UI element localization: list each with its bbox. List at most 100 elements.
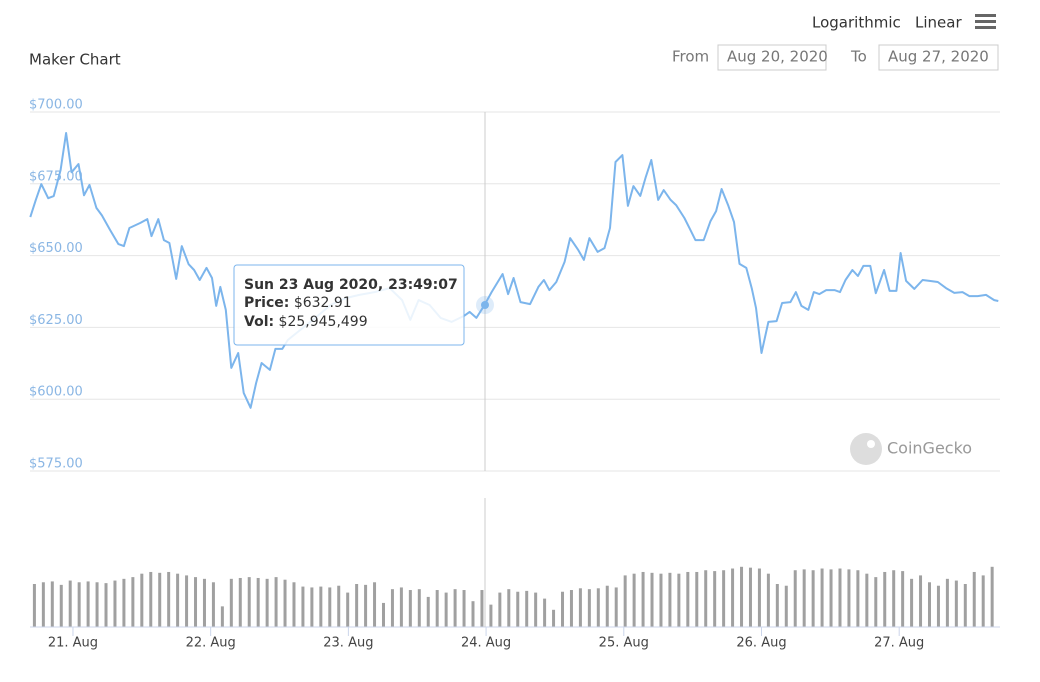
volume-bar	[990, 566, 994, 627]
volume-bar	[587, 589, 591, 627]
volume-bar	[408, 590, 412, 627]
volume-bar	[838, 568, 842, 627]
y-tick-label: $625.00	[29, 313, 83, 328]
volume-bar	[167, 571, 171, 627]
to-input[interactable]	[878, 44, 999, 71]
volume-bar	[59, 584, 63, 627]
x-tick-label: 27. Aug	[874, 636, 924, 651]
x-tick-label: 24. Aug	[461, 636, 511, 651]
volume-bar	[945, 578, 949, 627]
volume-bar	[122, 578, 126, 627]
volume-bar	[104, 583, 108, 627]
volume-bar	[211, 582, 215, 627]
volume-bar	[185, 575, 189, 627]
volume-bar	[256, 577, 260, 627]
volume-bar	[525, 590, 529, 627]
volume-bar	[936, 585, 940, 627]
tooltip-price-value: $632.91	[294, 295, 352, 311]
tooltip-volume: Vol: $25,945,499	[244, 314, 368, 330]
x-tick-label: 23. Aug	[323, 636, 373, 651]
volume-bar	[614, 587, 618, 627]
volume-bar	[86, 581, 90, 627]
volume-bar	[731, 568, 735, 627]
volume-bar	[623, 575, 627, 627]
volume-bar	[140, 573, 144, 627]
volume-bar	[489, 604, 493, 627]
volume-bar	[238, 577, 242, 627]
tooltip: Sun 23 Aug 2020, 23:49:07 Price: $632.91…	[233, 264, 465, 346]
volume-bar	[68, 580, 72, 627]
volume-bar	[417, 589, 421, 627]
volume-bar	[77, 582, 81, 627]
menu-icon[interactable]	[975, 14, 996, 29]
tooltip-price: Price: $632.91	[244, 295, 352, 311]
volume-bar	[274, 577, 278, 627]
volume-bar	[498, 592, 502, 627]
watermark-text: CoinGecko	[887, 439, 972, 458]
x-tick-label: 26. Aug	[736, 636, 786, 651]
volume-bar	[426, 596, 430, 627]
volume-bar	[95, 582, 99, 627]
hover-marker	[481, 301, 489, 309]
volume-bar	[113, 580, 117, 627]
volume-bar	[766, 573, 770, 627]
volume-bar	[856, 570, 860, 627]
y-tick-label: $600.00	[29, 385, 83, 400]
volume-bar	[131, 577, 135, 627]
volume-bar	[641, 571, 645, 627]
volume-bar	[50, 581, 54, 627]
volume-bar	[820, 568, 824, 627]
volume-bar	[534, 592, 538, 627]
volume-bar	[399, 587, 403, 627]
volume-bar	[910, 578, 914, 627]
watermark-logo	[850, 433, 882, 465]
volume-bar	[516, 591, 520, 627]
linear-button[interactable]: Linear	[915, 14, 962, 32]
watermark-eye	[867, 440, 875, 448]
volume-bar	[328, 587, 332, 627]
volume-bar	[220, 606, 224, 627]
volume-bar	[829, 569, 833, 627]
volume-bar	[390, 589, 394, 627]
volume-bar	[381, 602, 385, 627]
x-tick-label: 21. Aug	[48, 636, 98, 651]
volume-bar	[265, 578, 269, 627]
volume-bar	[695, 571, 699, 627]
volume-bar	[41, 582, 45, 627]
menu-bar	[975, 14, 996, 17]
menu-bar	[975, 20, 996, 23]
tooltip-box	[233, 264, 465, 346]
price-line	[29, 132, 999, 409]
log-button[interactable]: Logarithmic	[812, 14, 901, 32]
volume-bar	[364, 584, 368, 627]
volume-bar	[757, 568, 761, 627]
volume-bar	[578, 588, 582, 627]
volume-bar	[292, 582, 296, 627]
volume-bar	[650, 572, 654, 627]
volume-bar	[659, 573, 663, 627]
volume-bar	[176, 573, 180, 627]
volume-bar	[677, 573, 681, 627]
x-tick-label: 25. Aug	[599, 636, 649, 651]
from-label: From	[672, 48, 709, 66]
tooltip-price-label: Price:	[244, 295, 289, 311]
volume-bar	[865, 573, 869, 627]
volume-bar	[229, 578, 233, 627]
volume-bar	[775, 584, 779, 627]
volume-bar	[811, 570, 815, 627]
volume-bar	[543, 598, 547, 627]
volume-bar	[874, 577, 878, 627]
from-input[interactable]	[717, 44, 827, 71]
to-label: To	[850, 48, 867, 66]
volume-bar	[355, 584, 359, 627]
volume-bar	[722, 570, 726, 627]
tooltip-volume-label: Vol:	[244, 314, 274, 330]
volume-bar	[301, 586, 305, 627]
volume-bar	[310, 587, 314, 627]
volume-bar	[149, 571, 153, 627]
volume-bar	[561, 591, 565, 627]
volume-bar	[748, 567, 752, 627]
volume-bar	[319, 586, 323, 627]
volume-bar	[883, 571, 887, 627]
